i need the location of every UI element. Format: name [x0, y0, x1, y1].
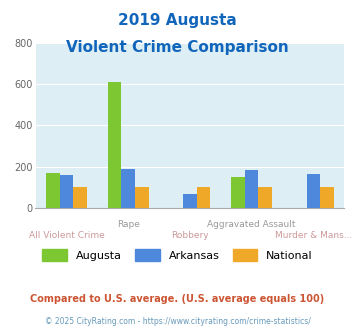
Bar — [245, 170, 258, 208]
Bar — [231, 177, 245, 208]
Bar — [60, 175, 73, 208]
Bar — [307, 174, 320, 208]
Bar — [46, 173, 60, 208]
Bar — [183, 194, 197, 208]
Bar — [258, 187, 272, 208]
Bar — [108, 82, 121, 208]
Bar — [320, 187, 334, 208]
Bar — [121, 169, 135, 208]
Text: © 2025 CityRating.com - https://www.cityrating.com/crime-statistics/: © 2025 CityRating.com - https://www.city… — [45, 317, 310, 326]
Text: Compared to U.S. average. (U.S. average equals 100): Compared to U.S. average. (U.S. average … — [31, 294, 324, 304]
Bar — [73, 187, 87, 208]
Bar — [135, 187, 148, 208]
Text: Aggravated Assault: Aggravated Assault — [207, 220, 296, 229]
Text: Rape: Rape — [117, 220, 140, 229]
Legend: Augusta, Arkansas, National: Augusta, Arkansas, National — [38, 245, 317, 265]
Text: 2019 Augusta: 2019 Augusta — [118, 13, 237, 28]
Text: Violent Crime Comparison: Violent Crime Comparison — [66, 40, 289, 54]
Text: Robbery: Robbery — [171, 231, 209, 240]
Text: Murder & Mans...: Murder & Mans... — [275, 231, 352, 240]
Text: All Violent Crime: All Violent Crime — [28, 231, 104, 240]
Bar — [197, 187, 210, 208]
